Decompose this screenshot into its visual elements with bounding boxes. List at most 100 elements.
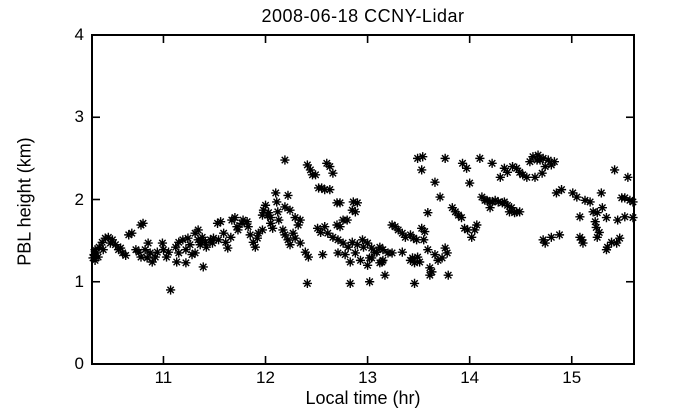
plot-border	[91, 34, 635, 365]
data-point	[345, 257, 355, 267]
data-point	[152, 247, 162, 257]
data-point	[110, 240, 121, 250]
data-point	[597, 203, 607, 213]
data-point	[190, 248, 200, 258]
data-point	[522, 172, 532, 182]
data-point	[457, 158, 468, 168]
data-point	[357, 235, 368, 245]
data-point	[178, 235, 188, 245]
data-point	[546, 232, 556, 242]
data-point	[372, 247, 382, 257]
data-point	[487, 158, 497, 168]
data-point	[332, 220, 342, 230]
data-point	[456, 212, 467, 223]
data-point	[143, 238, 153, 248]
data-point	[98, 245, 108, 255]
data-point	[252, 233, 262, 243]
data-point	[537, 168, 547, 178]
data-point	[509, 208, 520, 218]
data-point	[271, 188, 281, 198]
data-point	[625, 195, 635, 205]
data-point	[487, 197, 497, 207]
data-point	[124, 230, 134, 240]
y-tick-label: 3	[74, 107, 84, 127]
data-point	[423, 208, 433, 218]
data-point	[400, 232, 410, 242]
data-point	[347, 237, 357, 247]
data-point	[253, 228, 263, 238]
data-point	[280, 230, 290, 240]
data-point	[572, 192, 582, 202]
data-point	[145, 248, 155, 258]
data-point	[440, 153, 450, 163]
data-point	[328, 232, 338, 242]
data-point	[107, 235, 118, 245]
data-point	[470, 225, 480, 235]
data-point	[293, 220, 303, 230]
data-point	[207, 238, 218, 248]
data-point	[97, 237, 107, 247]
data-point	[413, 153, 423, 163]
data-point	[213, 235, 224, 245]
data-point	[419, 235, 429, 245]
data-point	[620, 212, 630, 222]
data-point	[305, 165, 316, 175]
data-point	[518, 170, 528, 180]
data-point	[93, 252, 103, 262]
data-point	[592, 232, 602, 242]
data-point	[295, 215, 305, 225]
data-point	[442, 248, 452, 258]
data-point	[610, 165, 620, 175]
data-point	[268, 223, 278, 233]
data-point	[335, 222, 345, 232]
data-point	[554, 230, 565, 240]
data-point	[352, 198, 362, 208]
data-point	[358, 242, 369, 252]
data-point	[216, 217, 226, 227]
data-point	[504, 207, 515, 217]
data-point	[221, 237, 231, 247]
data-point	[628, 212, 638, 223]
data-point	[171, 242, 181, 252]
data-point	[525, 157, 535, 167]
data-point	[387, 220, 397, 230]
data-point	[355, 255, 366, 265]
data-point	[623, 172, 633, 182]
data-point	[340, 250, 350, 260]
data-point	[181, 258, 191, 268]
data-point	[620, 193, 630, 203]
data-point	[181, 245, 191, 255]
data-point	[335, 198, 345, 208]
data-point	[174, 237, 184, 247]
data-point	[425, 270, 435, 280]
y-axis-label: PBL height (km)	[14, 137, 35, 266]
data-point	[288, 228, 298, 238]
data-point	[348, 197, 358, 207]
data-point	[233, 225, 243, 235]
data-point	[533, 150, 543, 160]
data-point	[318, 250, 328, 260]
x-tick-label: 11	[154, 368, 173, 387]
data-point	[266, 218, 276, 228]
data-point	[495, 172, 505, 182]
data-point	[208, 233, 219, 243]
data-point	[290, 212, 300, 223]
data-point	[134, 247, 144, 257]
data-point	[475, 153, 485, 163]
data-point	[138, 218, 148, 228]
data-point	[163, 247, 174, 257]
data-point	[362, 238, 373, 248]
data-point	[300, 247, 310, 257]
data-point	[172, 257, 182, 267]
data-point	[115, 243, 126, 253]
data-point	[443, 270, 453, 280]
data-point	[378, 255, 388, 265]
data-point	[549, 157, 559, 167]
data-point	[615, 233, 625, 243]
data-point	[613, 215, 623, 225]
data-point	[127, 228, 137, 238]
data-point	[409, 258, 420, 268]
data-point	[323, 228, 333, 238]
